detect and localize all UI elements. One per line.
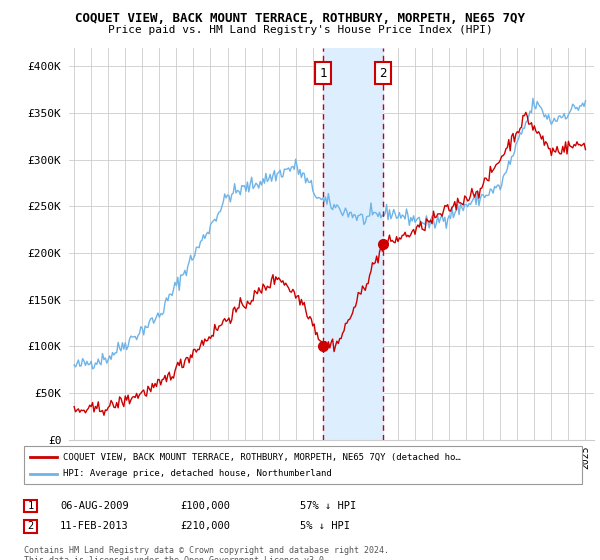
Text: 2: 2	[379, 67, 386, 80]
Bar	[323, 48, 383, 440]
Text: £210,000: £210,000	[180, 521, 230, 531]
Text: 5% ↓ HPI: 5% ↓ HPI	[300, 521, 350, 531]
Text: £100,000: £100,000	[180, 501, 230, 511]
Text: 1: 1	[28, 501, 34, 511]
Text: Price paid vs. HM Land Registry's House Price Index (HPI): Price paid vs. HM Land Registry's House …	[107, 25, 493, 35]
Text: HPI: Average price, detached house, Northumberland: HPI: Average price, detached house, Nort…	[63, 469, 332, 478]
Text: 06-AUG-2009: 06-AUG-2009	[60, 501, 129, 511]
Text: COQUET VIEW, BACK MOUNT TERRACE, ROTHBURY, MORPETH, NE65 7QY (detached ho…: COQUET VIEW, BACK MOUNT TERRACE, ROTHBUR…	[63, 452, 461, 461]
Text: 1: 1	[319, 67, 327, 80]
Text: 11-FEB-2013: 11-FEB-2013	[60, 521, 129, 531]
Text: 2: 2	[28, 521, 34, 531]
Text: 57% ↓ HPI: 57% ↓ HPI	[300, 501, 356, 511]
Text: Contains HM Land Registry data © Crown copyright and database right 2024.
This d: Contains HM Land Registry data © Crown c…	[24, 546, 389, 560]
Text: COQUET VIEW, BACK MOUNT TERRACE, ROTHBURY, MORPETH, NE65 7QY: COQUET VIEW, BACK MOUNT TERRACE, ROTHBUR…	[75, 12, 525, 25]
